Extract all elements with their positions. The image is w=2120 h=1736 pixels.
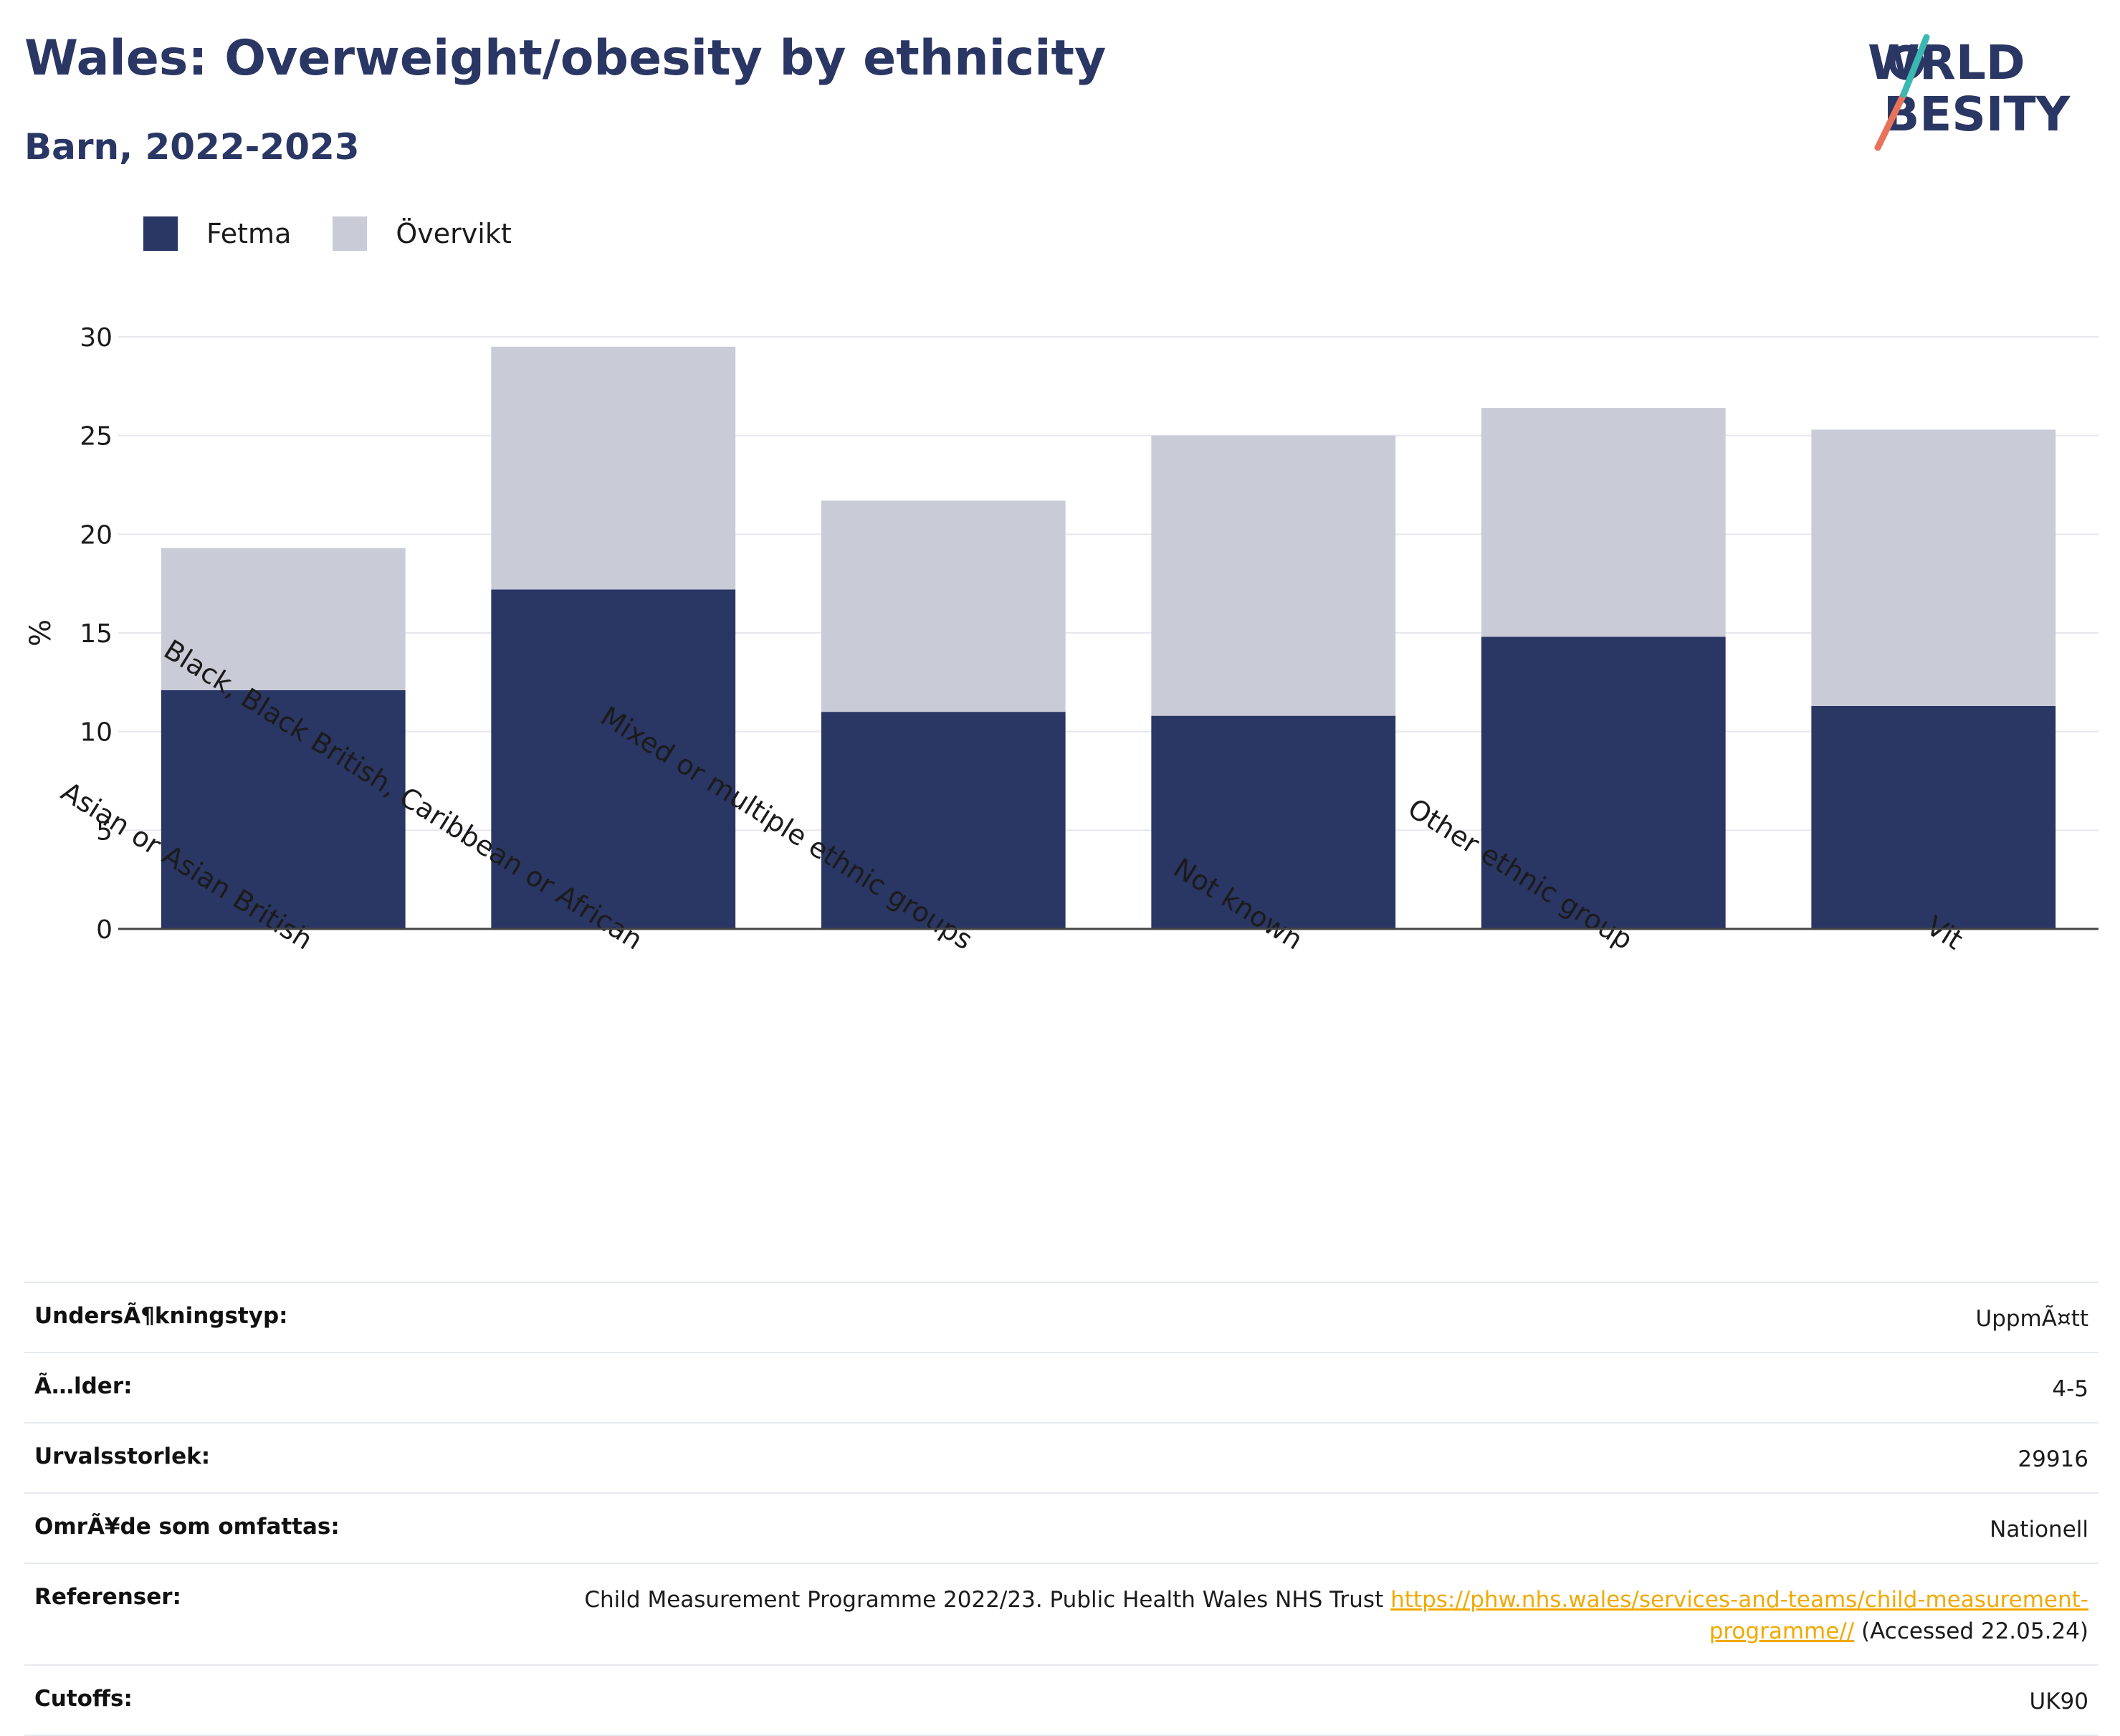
bar-overvikt-5 xyxy=(1811,429,2056,706)
meta-label-survey-type: UndersÃ¶kningstyp: xyxy=(34,1303,288,1329)
meta-value-area: Nationell xyxy=(1990,1517,2088,1542)
meta-label-area: OmrÃ¥de som omfattas: xyxy=(34,1514,340,1540)
meta-label-sample-size: Urvalsstorlek: xyxy=(34,1444,211,1469)
meta-label-cutoffs: Cutoffs: xyxy=(34,1686,133,1712)
meta-value-cutoffs: UK90 xyxy=(2029,1689,2088,1714)
meta-row-area: OmrÃ¥de som omfattas: Nationell xyxy=(24,1492,2098,1563)
meta-row-age: Ã…lder: 4-5 xyxy=(24,1352,2098,1422)
meta-row-references: Referenser: Child Measurement Programme … xyxy=(24,1563,2098,1664)
bar-overvikt-4 xyxy=(1481,408,1726,637)
meta-row-sample-size: Urvalsstorlek: 29916 xyxy=(24,1422,2098,1492)
y-tick-label-25: 25 xyxy=(80,422,113,452)
bar-fetma-0 xyxy=(161,690,406,929)
y-tick-label-5: 5 xyxy=(96,816,113,846)
y-tick-label-15: 15 xyxy=(80,619,113,649)
chart-subtitle: Barn, 2022-2023 xyxy=(24,126,360,168)
meta-label-age: Ã…lder: xyxy=(34,1373,133,1399)
meta-row-cutoffs: Cutoffs: UK90 xyxy=(24,1664,2098,1736)
legend-swatch-fetma xyxy=(143,216,178,251)
legend-item-overvikt[interactable]: Övervikt xyxy=(333,216,512,251)
y-axis-label: % xyxy=(24,619,57,647)
legend-label-fetma: Fetma xyxy=(206,218,292,249)
svg-text:BESITY: BESITY xyxy=(1883,87,2071,142)
world-obesity-logo: W RLD BESITY xyxy=(1868,34,2071,151)
reference-text: Child Measurement Programme 2022/23. Pub… xyxy=(584,1587,1391,1613)
legend-label-overvikt: Övervikt xyxy=(396,218,512,249)
y-tick-label-20: 20 xyxy=(80,520,113,550)
reference-accessed: (Accessed 22.05.24) xyxy=(1854,1618,2088,1644)
reference-link[interactable]: https://phw.nhs.wales/services-and-teams… xyxy=(1390,1587,2088,1644)
meta-value-references: Child Measurement Programme 2022/23. Pub… xyxy=(548,1584,2088,1647)
bar-fetma-3 xyxy=(1151,715,1396,929)
metadata-table: UndersÃ¶kningstyp: UppmÃ¤tt Ã…lder: 4-5 … xyxy=(24,1282,2098,1736)
chart-title: Wales: Overweight/obesity by ethnicity xyxy=(24,30,1107,87)
bar-fetma-2 xyxy=(821,712,1066,929)
legend-item-fetma[interactable]: Fetma xyxy=(143,216,291,251)
meta-value-age: 4-5 xyxy=(2052,1376,2088,1402)
meta-value-survey-type: UppmÃ¤tt xyxy=(1975,1306,2088,1332)
y-tick-label-0: 0 xyxy=(96,915,113,945)
legend-swatch-overvikt xyxy=(333,216,368,251)
meta-label-references: Referenser: xyxy=(34,1584,181,1610)
bar-fetma-5 xyxy=(1811,705,2056,929)
y-tick-label-30: 30 xyxy=(80,323,113,353)
bar-fetma-4 xyxy=(1481,636,1726,929)
bar-overvikt-1 xyxy=(491,346,736,590)
meta-value-sample-size: 29916 xyxy=(2018,1446,2088,1472)
bar-fetma-1 xyxy=(491,589,736,929)
chart-legend: Fetma Övervikt xyxy=(143,214,553,254)
bar-overvikt-2 xyxy=(821,500,1066,712)
y-tick-label-10: 10 xyxy=(80,718,113,748)
bar-overvikt-3 xyxy=(1151,435,1396,716)
meta-row-survey-type: UndersÃ¶kningstyp: UppmÃ¤tt xyxy=(24,1282,2098,1352)
bar-overvikt-0 xyxy=(161,548,406,690)
svg-text:RLD: RLD xyxy=(1919,35,2025,90)
